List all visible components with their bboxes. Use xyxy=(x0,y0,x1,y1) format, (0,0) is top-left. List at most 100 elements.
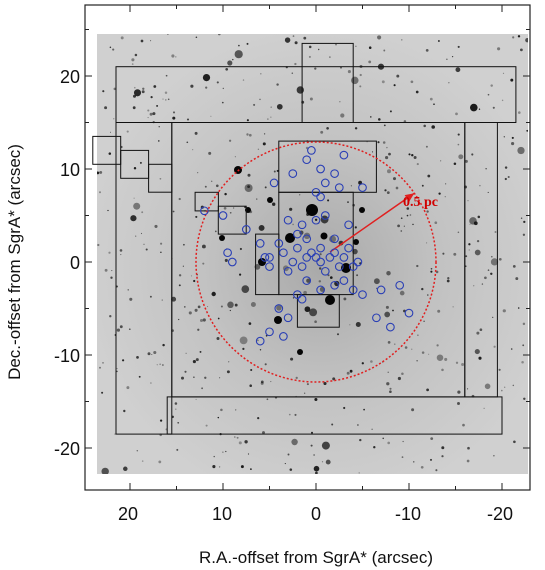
star xyxy=(227,301,234,309)
star xyxy=(522,233,526,236)
star xyxy=(204,376,207,379)
star xyxy=(444,196,446,198)
star xyxy=(421,184,424,187)
star xyxy=(421,351,425,354)
star xyxy=(484,276,487,280)
star xyxy=(140,39,144,43)
star xyxy=(216,81,219,84)
radius-annotation: 0.5 pc xyxy=(403,195,438,210)
star xyxy=(97,171,100,175)
star xyxy=(383,124,386,127)
star xyxy=(262,431,265,435)
star xyxy=(153,350,157,355)
star xyxy=(110,276,113,279)
star xyxy=(113,118,115,120)
star xyxy=(264,186,267,189)
marker xyxy=(316,243,325,253)
star xyxy=(130,215,137,222)
marker xyxy=(316,285,325,295)
star xyxy=(502,72,505,74)
marker xyxy=(311,253,321,262)
star xyxy=(158,460,162,464)
marker xyxy=(348,285,358,295)
star xyxy=(501,389,503,392)
y-axis-title: Dec.-offset from SgrA* (arcsec) xyxy=(5,144,24,380)
star xyxy=(160,242,163,245)
star xyxy=(355,45,357,47)
star xyxy=(465,265,467,267)
star xyxy=(481,283,484,285)
star xyxy=(389,110,392,113)
marker xyxy=(395,280,405,290)
star xyxy=(99,366,101,369)
marker xyxy=(325,253,335,262)
star xyxy=(135,235,137,237)
bright-star xyxy=(285,233,295,243)
star xyxy=(462,423,465,427)
star xyxy=(162,343,165,347)
star xyxy=(136,356,139,359)
star xyxy=(458,154,464,160)
star xyxy=(216,337,220,340)
star xyxy=(162,98,164,100)
star xyxy=(247,173,251,177)
star xyxy=(227,60,233,66)
x-tick-label: -20 xyxy=(487,504,513,524)
star xyxy=(340,113,345,118)
star xyxy=(476,331,480,335)
sky-image xyxy=(97,34,528,474)
star xyxy=(358,472,360,474)
star xyxy=(378,118,381,121)
star xyxy=(304,306,311,313)
star xyxy=(512,384,515,387)
marker xyxy=(316,164,325,174)
star xyxy=(138,375,141,378)
marker xyxy=(311,215,321,225)
star xyxy=(136,450,139,452)
star xyxy=(290,357,294,361)
star xyxy=(363,408,365,411)
star xyxy=(429,458,433,461)
bright-star xyxy=(353,239,359,245)
x-tick-label: 10 xyxy=(212,504,232,524)
star xyxy=(430,267,433,270)
star xyxy=(371,151,374,153)
star xyxy=(134,53,138,57)
star xyxy=(382,437,384,440)
star xyxy=(426,388,429,392)
marker xyxy=(260,253,270,262)
star xyxy=(108,152,112,155)
star xyxy=(476,239,480,243)
star xyxy=(401,372,404,375)
star xyxy=(323,381,327,386)
star xyxy=(354,226,357,229)
x-tick-label: 0 xyxy=(311,504,321,524)
star xyxy=(425,49,429,52)
star xyxy=(248,322,252,325)
star xyxy=(260,380,264,384)
star xyxy=(116,368,118,370)
star xyxy=(504,166,508,169)
marker xyxy=(218,211,228,220)
star xyxy=(394,343,396,345)
star xyxy=(178,197,181,201)
star xyxy=(490,84,493,87)
marker xyxy=(265,327,274,337)
star xyxy=(210,180,213,183)
star xyxy=(152,112,156,116)
star xyxy=(370,116,372,118)
star xyxy=(431,125,435,129)
marker xyxy=(227,257,237,267)
y-tick-labels: 20 10 0 -10 -20 xyxy=(54,67,80,459)
star xyxy=(455,361,459,364)
star xyxy=(385,156,389,160)
observation-field xyxy=(166,396,503,435)
star xyxy=(349,369,353,373)
star xyxy=(150,96,153,99)
star xyxy=(335,43,337,46)
observation-field xyxy=(217,205,247,235)
star xyxy=(247,185,251,189)
marker xyxy=(200,206,209,216)
star xyxy=(511,136,514,139)
star xyxy=(523,397,526,401)
